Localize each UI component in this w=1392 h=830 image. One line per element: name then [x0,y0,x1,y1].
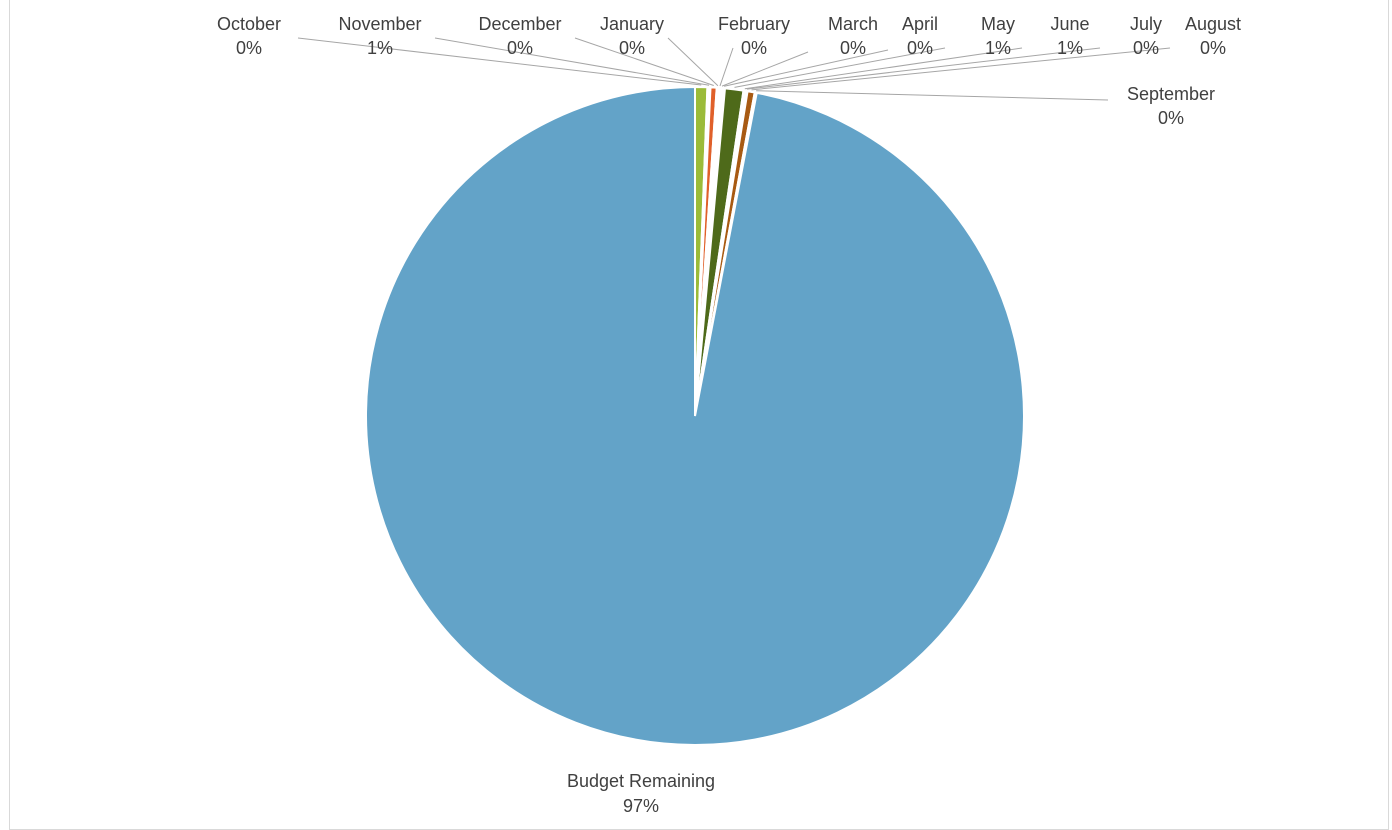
slice-percent-december: 0% [507,38,533,58]
leader-lines [297,37,1171,101]
slice-percent-september: 0% [1158,108,1184,128]
leader-line-april [724,49,889,87]
leader-line-october [297,37,702,86]
slice-label-february: February [718,14,790,34]
slice-percent-july: 0% [1133,38,1159,58]
pie-slices [365,85,1025,746]
leader-line-november [434,37,710,86]
slice-label-july: July [1130,14,1162,34]
slice-percent-june: 1% [1057,38,1083,58]
slice-label-august: August [1185,14,1241,34]
leader-line-march [721,51,809,87]
leader-line-june [744,47,1023,90]
slice-labels: October 0% November 1% December 0% January 0% Fe… [217,14,1241,816]
slice-percent-november: 1% [367,38,393,58]
leader-line-may [734,47,946,88]
leader-line-july [746,47,1101,90]
slice-label-september: September [1127,84,1215,104]
slice-percent-january: 0% [619,38,645,58]
slice-percent-march: 0% [840,38,866,58]
slice-label-january: January [600,14,664,34]
pie-slice-budget-remaining [365,85,1025,746]
slice-percent-august: 0% [1200,38,1226,58]
leader-line-august [751,47,1171,91]
slice-percent-budget-remaining: 97% [623,796,659,816]
slice-percent-april: 0% [907,38,933,58]
leader-line-december [574,37,714,87]
slice-label-october: October [217,14,281,34]
leader-line-february [719,47,734,87]
slice-label-december: December [478,14,561,34]
slice-percent-october: 0% [236,38,262,58]
slice-label-april: April [902,14,938,34]
leader-line-september [756,90,1109,101]
leader-line-january [667,37,719,87]
slice-percent-february: 0% [741,38,767,58]
slice-label-november: November [338,14,421,34]
slice-label-march: March [828,14,878,34]
slice-label-may: May [981,14,1015,34]
slice-label-june: June [1050,14,1089,34]
slice-percent-may: 1% [985,38,1011,58]
slice-label-budget-remaining: Budget Remaining [567,771,715,791]
